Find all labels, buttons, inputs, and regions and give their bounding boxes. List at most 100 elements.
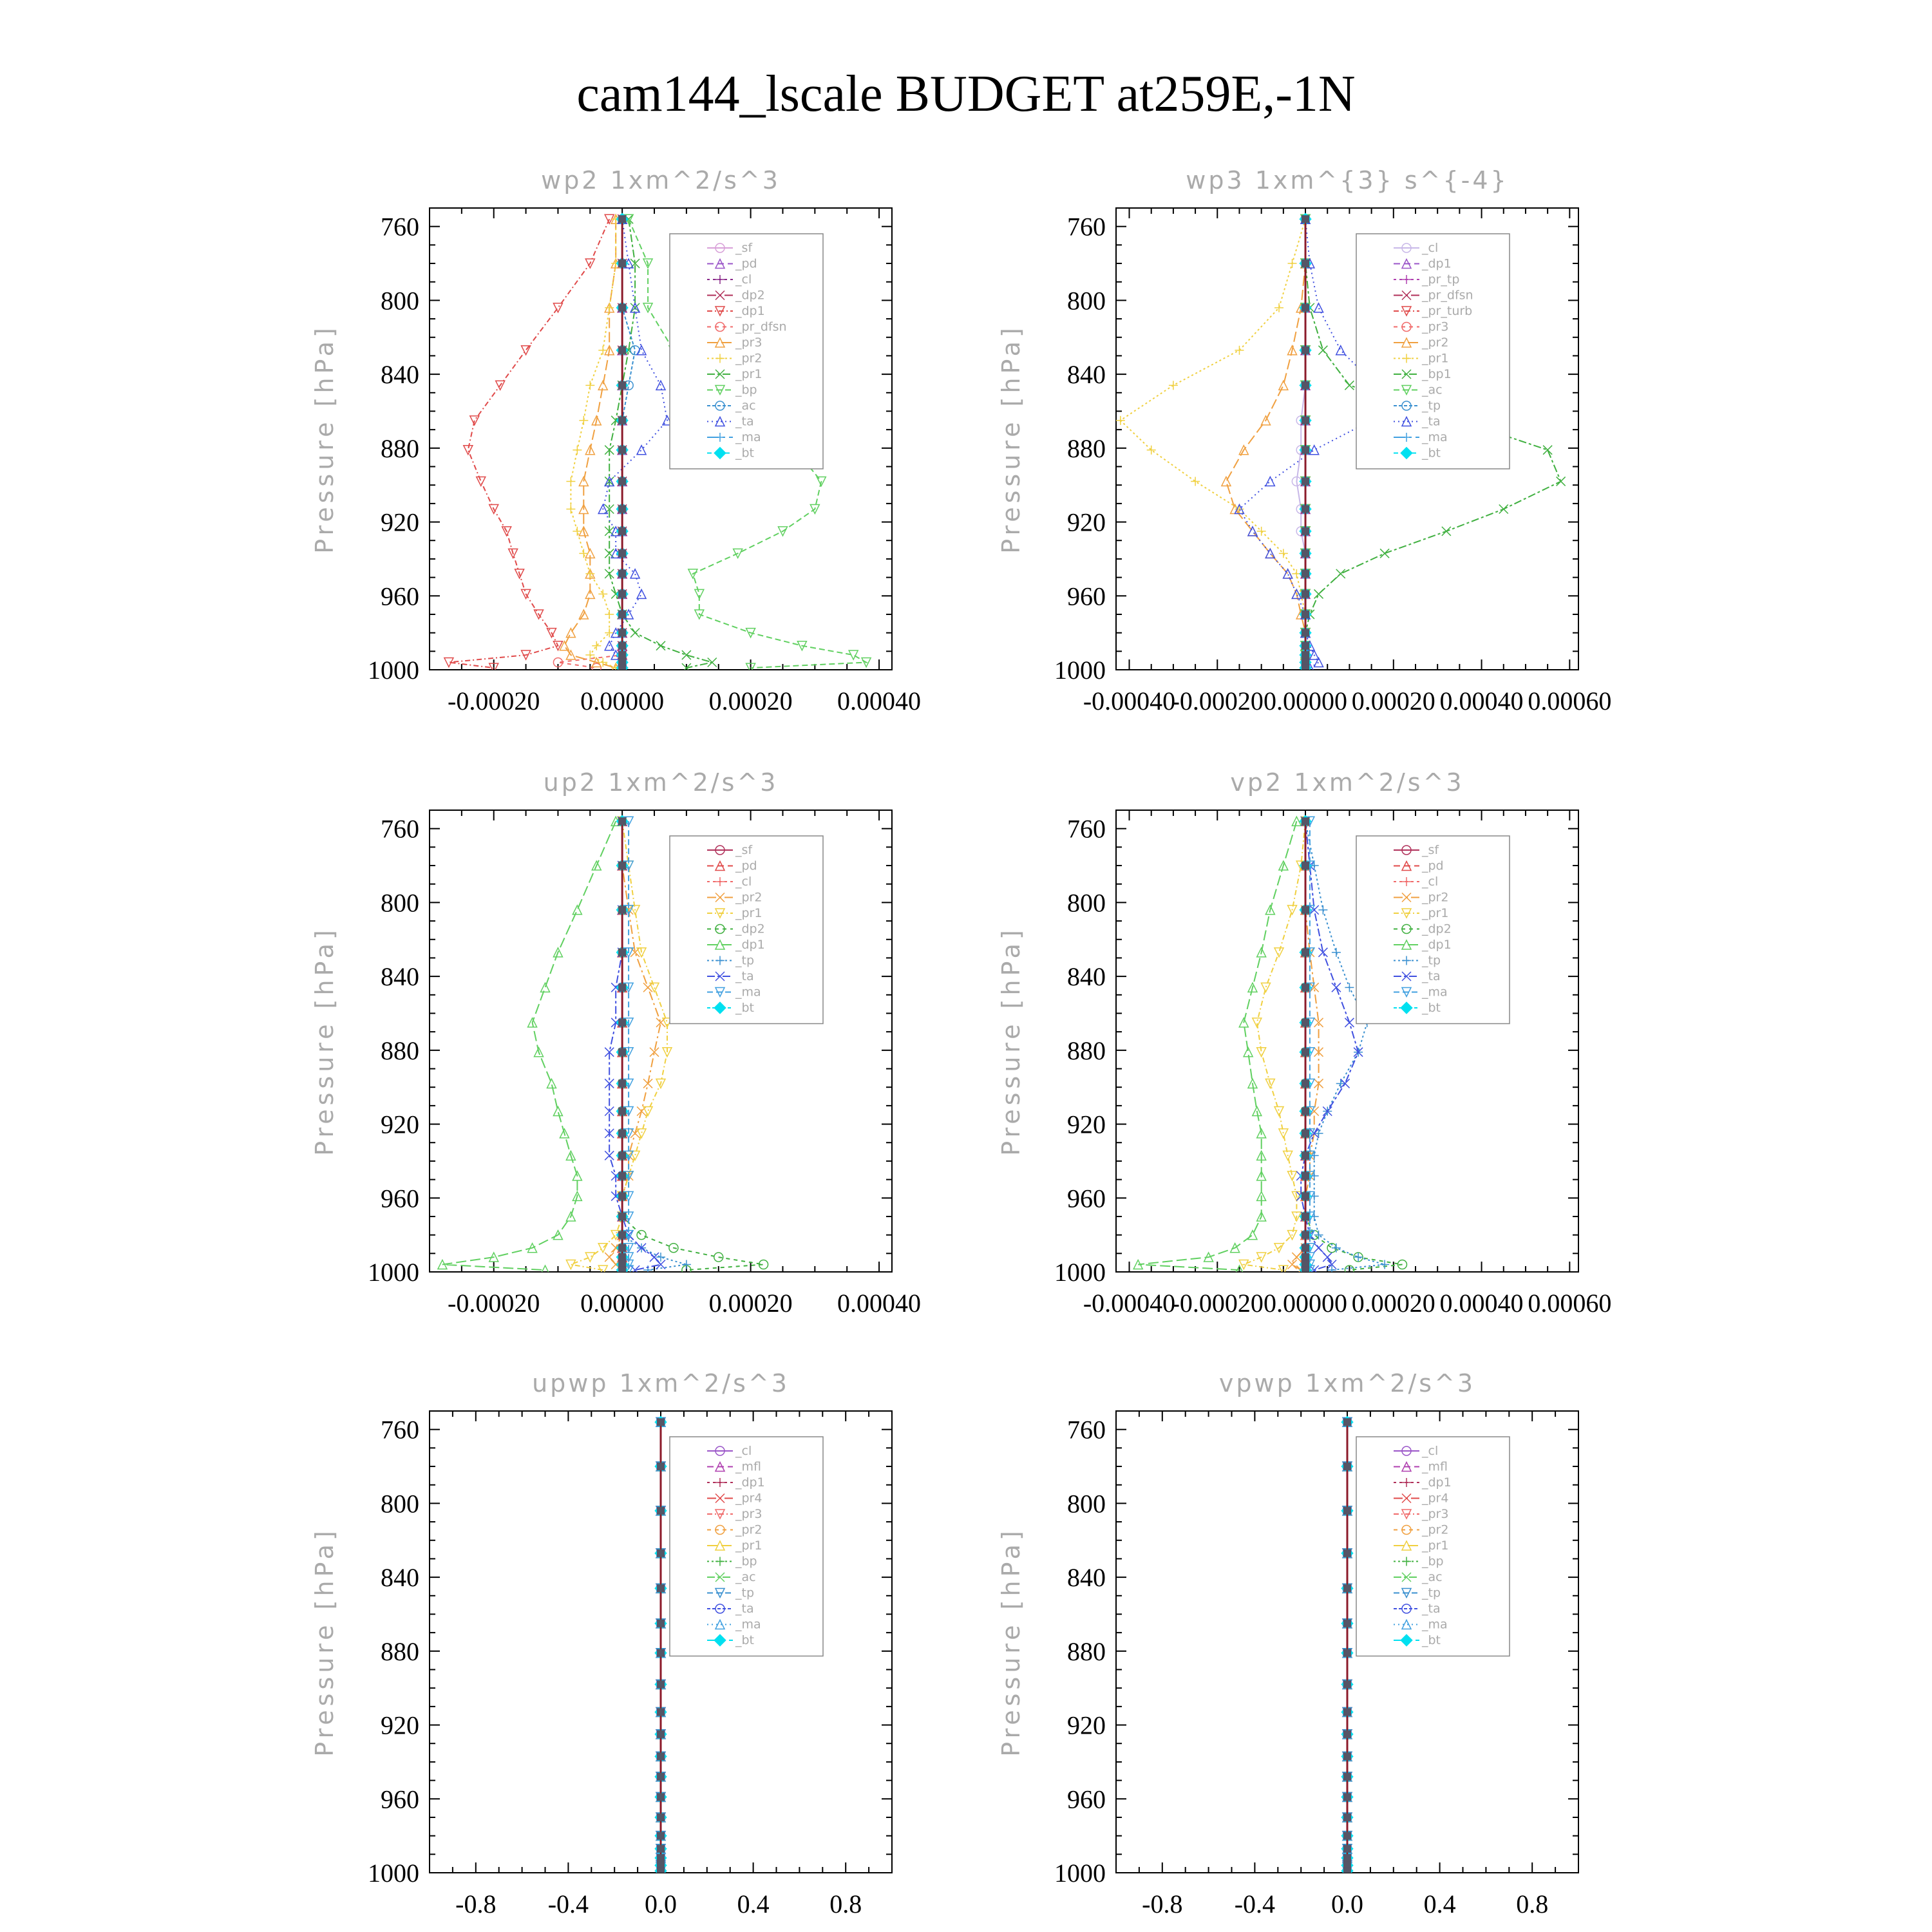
- data-point: [630, 1128, 640, 1139]
- total-marker: [1302, 549, 1310, 558]
- legend-marker: [1401, 321, 1412, 332]
- data-point: [565, 1150, 576, 1161]
- total-marker: [618, 381, 627, 390]
- legend-marker: [1401, 1587, 1412, 1599]
- data-point: [578, 609, 589, 620]
- data-point: [656, 1253, 665, 1262]
- total-marker: [1302, 303, 1310, 312]
- data-point: [1314, 1243, 1324, 1253]
- data-point: [642, 258, 654, 269]
- data-point: [591, 415, 602, 426]
- x-tick-label: 0.00000: [580, 687, 664, 715]
- series-line: [1296, 219, 1306, 668]
- y-tick-label: 760: [381, 213, 419, 242]
- legend-label: _sf: [735, 241, 753, 255]
- legend-marker: [1401, 1446, 1412, 1456]
- data-point: [643, 1078, 653, 1088]
- data-point: [592, 641, 601, 650]
- x-tick-label: 0.0: [645, 1889, 677, 1918]
- legend-marker: [714, 860, 726, 871]
- legend-label: _ma: [735, 430, 761, 444]
- data-point: [1273, 947, 1285, 958]
- legend-marker: [1401, 860, 1412, 871]
- legend-marker: [1401, 369, 1412, 379]
- data-point: [559, 640, 570, 651]
- data-point: [797, 640, 808, 652]
- legend-marker: [715, 401, 725, 411]
- series-line: [1119, 218, 1306, 668]
- data-point: [553, 657, 564, 668]
- data-point: [681, 1260, 691, 1269]
- x-tick-label: 0.4: [1424, 1889, 1456, 1918]
- legend-marker: [1402, 354, 1411, 363]
- data-point: [1238, 444, 1249, 455]
- total-marker: [1302, 1266, 1310, 1272]
- x-tick-label: -0.4: [548, 1889, 589, 1918]
- y-tick-label: 840: [381, 962, 419, 991]
- series-group: [1132, 815, 1408, 1272]
- data-point: [495, 380, 506, 392]
- data-point: [1229, 1242, 1240, 1253]
- total-marker: [1343, 1584, 1351, 1593]
- series-line: [570, 219, 617, 669]
- data-point: [566, 477, 576, 486]
- data-point: [437, 1258, 448, 1270]
- series-group: [654, 1416, 667, 1873]
- data-point: [585, 588, 596, 600]
- x-tick-label: 0.00020: [709, 687, 793, 715]
- legend-label: _pr4: [735, 1492, 762, 1506]
- data-point: [565, 627, 576, 638]
- data-point: [1344, 380, 1354, 390]
- data-point: [605, 628, 614, 638]
- data-point: [1322, 1106, 1332, 1117]
- legend-box: [669, 233, 824, 469]
- data-point: [649, 1047, 659, 1057]
- data-point: [1278, 549, 1288, 558]
- legend-marker: [1401, 1509, 1412, 1520]
- total-marker: [618, 1192, 627, 1200]
- total-marker: [618, 651, 627, 659]
- legend-label: _ma: [735, 1618, 761, 1632]
- legend-marker: [715, 1446, 725, 1456]
- total-marker: [1343, 1418, 1351, 1426]
- legend-label: _pr3: [735, 336, 762, 350]
- data-point: [540, 981, 551, 993]
- x-tick-label: -0.4: [1235, 1889, 1275, 1918]
- legend-box: [1356, 1436, 1510, 1657]
- total-marker: [618, 1244, 627, 1252]
- total-marker: [1302, 569, 1310, 578]
- legend-label: _tp: [1421, 1586, 1441, 1600]
- data-point: [1247, 1077, 1258, 1089]
- y-tick-label: 1000: [1054, 656, 1106, 685]
- data-point: [1313, 656, 1324, 668]
- total-marker: [618, 1107, 627, 1115]
- total-marker: [657, 1418, 665, 1426]
- y-tick-label: 800: [1067, 888, 1106, 917]
- data-point: [630, 303, 640, 313]
- data-point: [559, 1128, 570, 1139]
- legend-marker: [715, 1493, 725, 1504]
- data-point: [636, 947, 647, 958]
- legend-marker: [715, 1524, 725, 1535]
- legend-label: _pr2: [735, 891, 762, 905]
- figure-title: cam144_lscale BUDGET at259E,-1N: [576, 66, 1355, 122]
- data-point: [745, 627, 756, 639]
- data-point: [1287, 1229, 1298, 1241]
- legend-label: _mfl: [735, 1460, 761, 1474]
- legend-label: _bp1: [1421, 367, 1452, 381]
- legend-label: _ta: [735, 415, 754, 429]
- legend-label: _bt: [1421, 446, 1441, 460]
- data-point: [1354, 1253, 1363, 1262]
- y-axis-label: Pressure [hPa]: [310, 324, 339, 554]
- total-marker: [1302, 477, 1310, 486]
- x-tick-label: -0.00040: [1083, 1289, 1175, 1318]
- legend-marker: [715, 275, 724, 284]
- legend-marker: [714, 987, 726, 998]
- legend-label: _bt: [1421, 1633, 1441, 1647]
- data-point: [520, 589, 531, 600]
- plot-frame: [429, 810, 893, 1273]
- data-point: [1273, 1242, 1285, 1254]
- y-tick-label: 880: [1067, 434, 1106, 463]
- data-point: [1397, 1259, 1408, 1270]
- legend-label: _bt: [735, 446, 754, 460]
